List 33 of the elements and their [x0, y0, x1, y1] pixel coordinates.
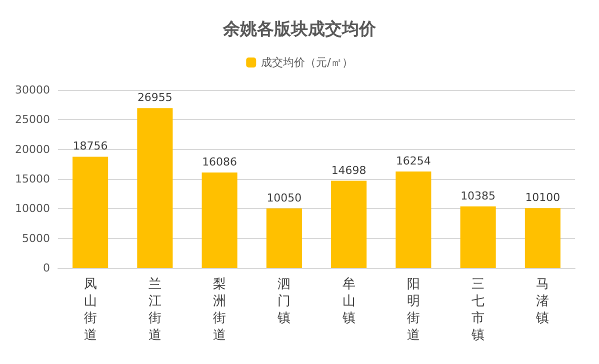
data-label: 16086	[202, 156, 238, 169]
chart-title: 余姚各版块成交均价	[222, 20, 377, 40]
y-tick-label: 10000	[15, 202, 50, 216]
bar	[137, 108, 173, 268]
data-label: 14698	[331, 164, 366, 177]
x-tick-label: 三七市镇	[470, 277, 485, 343]
x-tick-label: 牟山镇	[341, 277, 356, 326]
data-label: 18756	[72, 140, 108, 153]
data-label: 26955	[137, 91, 172, 104]
y-tick-label: 5000	[22, 232, 50, 245]
x-tick-label: 兰江街道	[148, 277, 162, 343]
x-tick-label: 马渚镇	[535, 277, 550, 326]
x-tick-label: 泗门镇	[276, 277, 291, 326]
bar	[72, 156, 108, 268]
x-tick-label: 凤山街道	[84, 277, 97, 343]
data-label: 10385	[460, 189, 496, 202]
x-tick-label: 阳明街道	[406, 277, 420, 343]
data-label: 10050	[266, 191, 302, 204]
bar	[266, 208, 302, 268]
bar	[460, 206, 496, 268]
y-tick-label: 0	[43, 262, 50, 274]
data-label: 10100	[525, 191, 560, 204]
data-label: 16254	[396, 154, 431, 168]
bar	[202, 172, 238, 268]
x-tick-label: 梨洲街道	[213, 277, 226, 343]
y-tick-label: 20000	[15, 142, 50, 156]
bar	[524, 208, 560, 268]
bar	[331, 180, 367, 268]
y-tick-label: 15000	[15, 172, 50, 186]
y-tick-label: 25000	[15, 113, 50, 126]
legend-label: 成交均价（元/㎡）	[261, 56, 353, 69]
y-tick-label: 30000	[15, 84, 50, 96]
bar	[396, 172, 432, 268]
